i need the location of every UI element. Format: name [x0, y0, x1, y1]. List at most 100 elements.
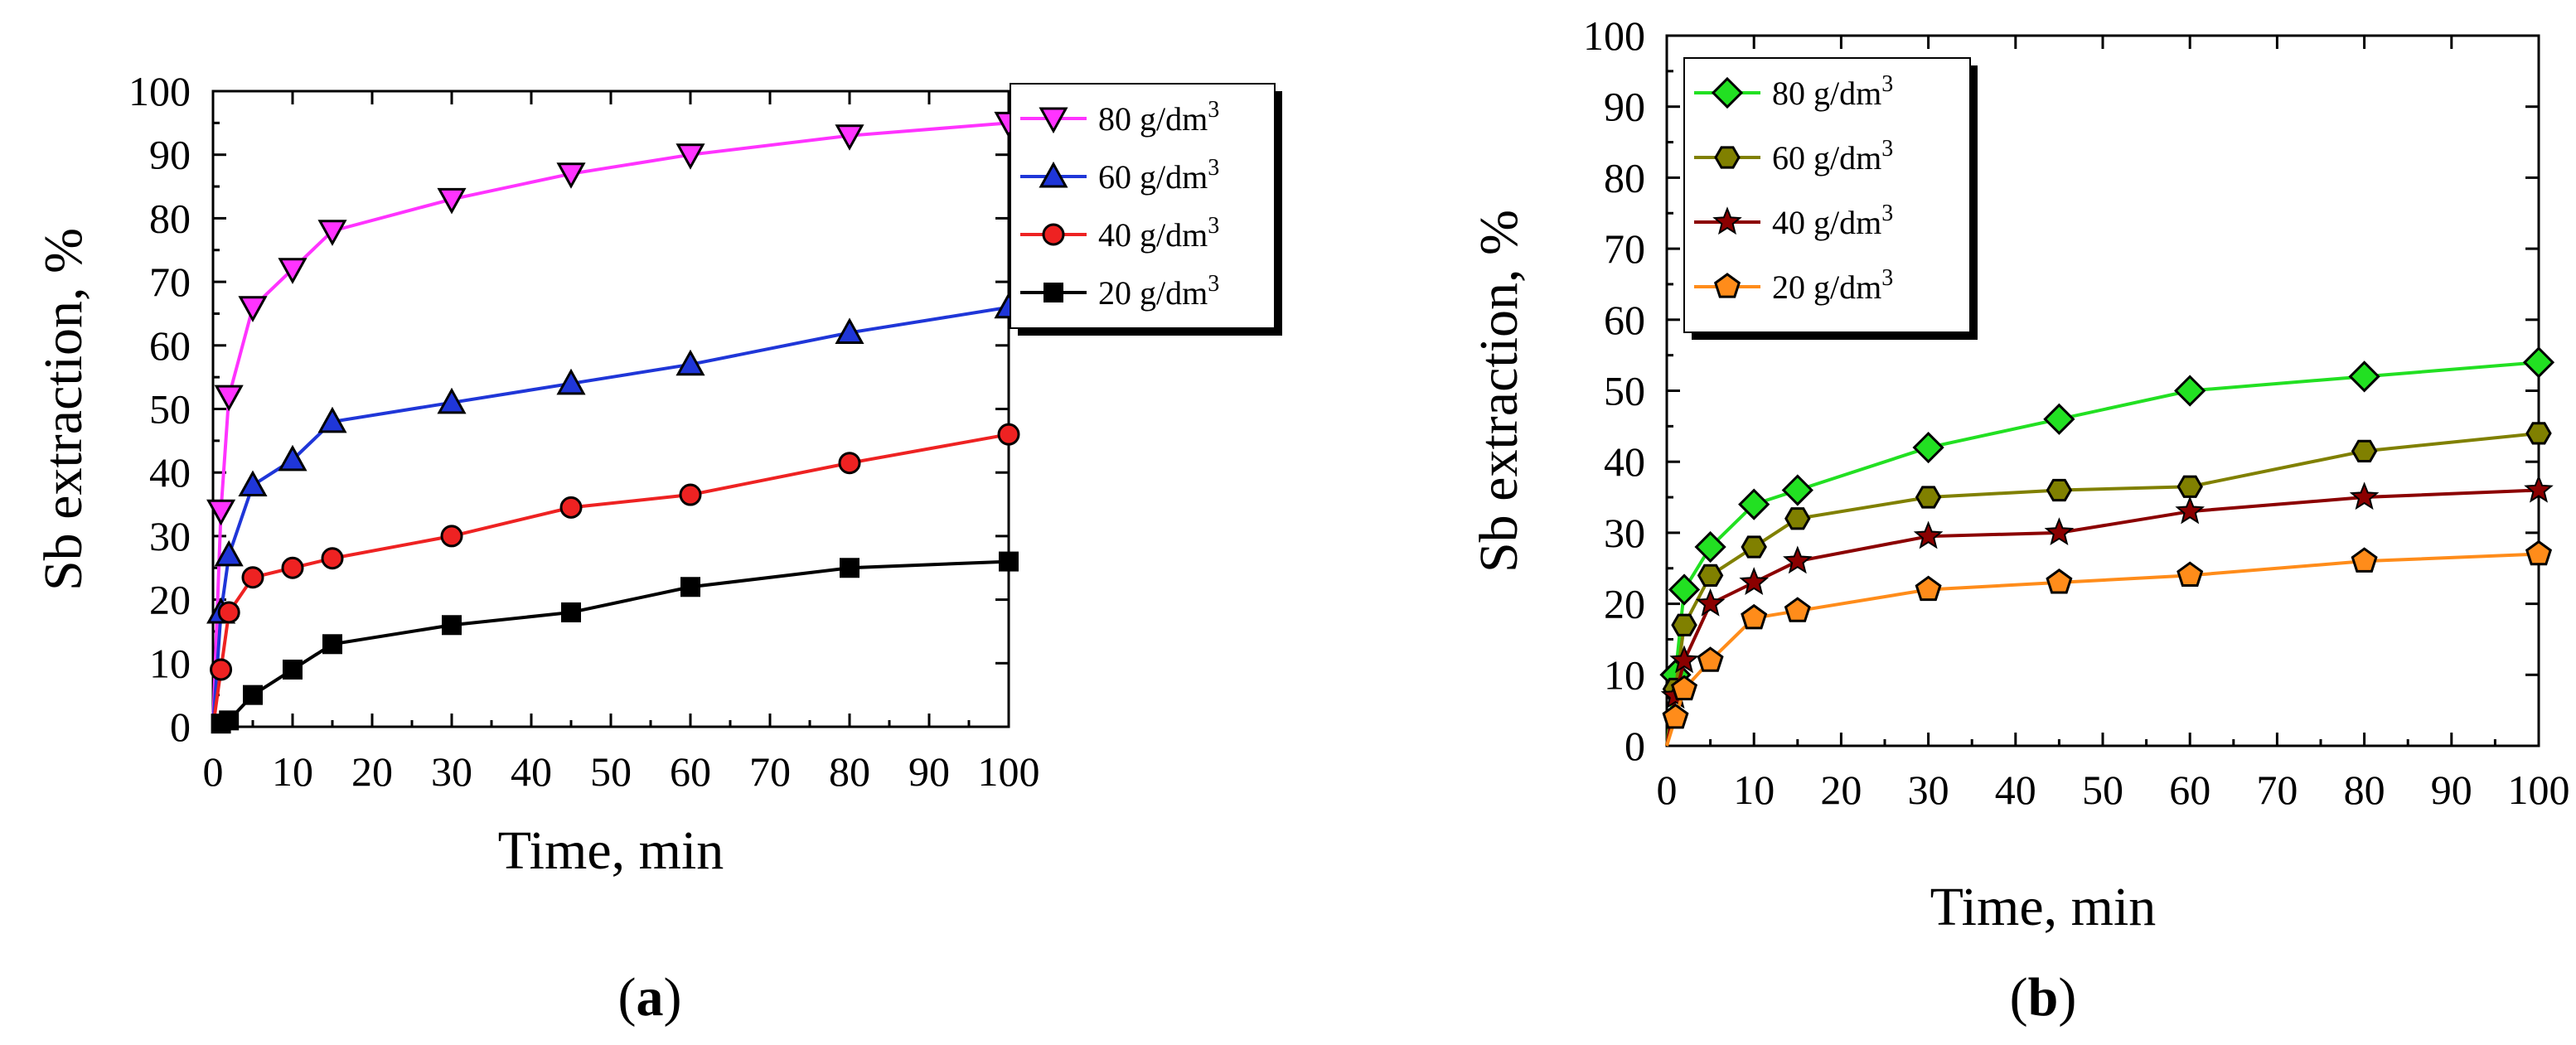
data-point: [2177, 561, 2204, 587]
data-point: [838, 452, 861, 475]
x-tick-label: 100: [978, 748, 1040, 795]
legend-marker: [1713, 273, 1741, 298]
data-point: [2043, 403, 2075, 435]
y-tick-label: 70: [1604, 225, 1645, 272]
series-60-g-dm3: [206, 292, 1024, 728]
data-point: [2525, 422, 2552, 445]
data-point: [238, 296, 268, 322]
x-tick-label: 50: [2082, 767, 2123, 813]
data-point: [1781, 474, 1813, 506]
y-tick-label: 100: [128, 68, 191, 114]
x-tick-label: 30: [431, 748, 472, 795]
series-line: [1665, 552, 2540, 747]
x-tick-label: 90: [908, 748, 950, 795]
panel-label: (b): [2010, 967, 2077, 1028]
data-point: [679, 483, 702, 506]
series-20-g-dm3: [211, 551, 1019, 734]
x-tick-label: 40: [1995, 767, 2036, 813]
data-point: [1741, 535, 1767, 559]
data-point: [1671, 675, 1698, 701]
y-tick-label: 0: [1625, 723, 1645, 769]
data-point: [2351, 439, 2378, 462]
data-point: [281, 556, 304, 579]
data-point: [680, 577, 700, 597]
legend-label: 40 g/dm3: [1772, 201, 1893, 241]
y-tick-label: 10: [149, 640, 191, 686]
legend-label: 80 g/dm3: [1098, 97, 1219, 138]
legend: 80 g/dm3 60 g/dm3 40 g/dm3 20 g/dm3: [1683, 57, 1978, 340]
data-point: [559, 496, 583, 519]
legend-marker: [1039, 107, 1068, 134]
legend-label: 80 g/dm3: [1772, 71, 1893, 112]
data-point: [217, 601, 240, 624]
data-point: [561, 602, 581, 622]
data-point: [2046, 568, 2073, 594]
y-tick-label: 80: [1604, 154, 1645, 201]
data-point: [1739, 567, 1769, 596]
x-tick-label: 50: [590, 748, 632, 795]
data-point: [317, 220, 347, 246]
data-point: [440, 525, 463, 548]
data-point: [675, 143, 705, 170]
data-point: [1671, 613, 1697, 636]
data-point: [1662, 703, 1689, 729]
data-point: [1694, 530, 1726, 564]
x-tick-label: 0: [1657, 767, 1678, 813]
x-tick-label: 30: [1908, 767, 1949, 813]
legend-label: 20 g/dm3: [1772, 265, 1893, 306]
panel-a-chart: 0 10 20 30 40 50 60 70 80 90 100 0 10 20 30 40 50 60 70 80 9…: [33, 68, 1282, 1028]
data-point: [556, 162, 586, 189]
data-point: [317, 406, 347, 433]
legend-marker: [1043, 283, 1063, 302]
y-tick-label: 0: [170, 704, 191, 750]
data-point: [556, 368, 586, 395]
series-40-g-dm3: [1660, 474, 2554, 747]
x-tick-label: 20: [351, 748, 393, 795]
x-tick-label: 20: [1820, 767, 1862, 813]
x-axis-title: Time, min: [1930, 877, 2157, 937]
data-point: [442, 615, 462, 636]
y-tick-label: 70: [149, 259, 191, 305]
data-point: [278, 258, 307, 284]
data-point: [2348, 360, 2380, 393]
series-80-g-dm3: [206, 111, 1024, 728]
data-point: [1915, 486, 1942, 509]
data-point: [322, 634, 342, 655]
data-point: [1783, 545, 1813, 574]
data-point: [2351, 547, 2378, 573]
data-point: [999, 551, 1019, 572]
data-point: [1912, 431, 1944, 464]
y-tick-label: 90: [1604, 84, 1645, 130]
data-point: [206, 499, 236, 526]
data-point: [835, 124, 864, 151]
data-point: [2175, 496, 2205, 525]
y-tick-label: 90: [149, 132, 191, 178]
series-40-g-dm3: [210, 423, 1020, 728]
data-point: [2044, 517, 2075, 546]
x-tick-label: 80: [2344, 767, 2385, 813]
y-tick-label: 100: [1583, 12, 1645, 59]
legend-marker: [1714, 146, 1741, 169]
data-point: [2177, 475, 2203, 498]
legend-label: 60 g/dm3: [1772, 136, 1893, 177]
x-tick-label: 60: [2169, 767, 2210, 813]
data-point: [437, 187, 467, 215]
panel-label: (a): [618, 967, 682, 1028]
legend: 80 g/dm3 60 g/dm3 40 g/dm3 20 g/dm3: [1010, 83, 1282, 336]
y-tick-label: 50: [149, 386, 191, 433]
y-tick-label: 40: [149, 449, 191, 496]
legend-label: 40 g/dm3: [1098, 213, 1219, 254]
data-point: [2174, 375, 2206, 407]
x-tick-label: 80: [829, 748, 870, 795]
x-tick-label: 10: [1733, 767, 1775, 813]
data-point: [840, 558, 859, 578]
data-point: [2349, 481, 2380, 510]
legend-marker: [1042, 223, 1065, 246]
y-tick-label: 20: [149, 577, 191, 623]
legend-label: 60 g/dm3: [1098, 155, 1219, 196]
data-point: [675, 349, 705, 376]
x-tick-label: 40: [511, 748, 552, 795]
data-point: [1915, 575, 1942, 602]
data-point: [238, 470, 268, 497]
data-point: [241, 566, 264, 589]
